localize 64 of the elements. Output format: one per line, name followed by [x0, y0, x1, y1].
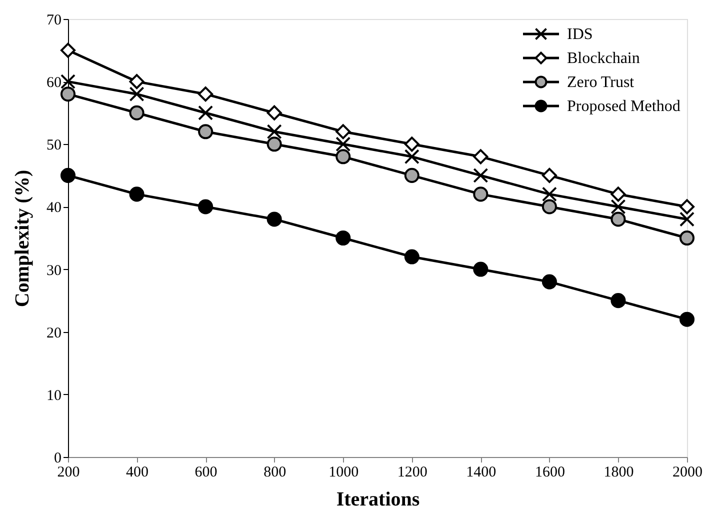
point	[473, 149, 488, 164]
x-tick-label: 2000	[672, 464, 702, 480]
x-tick-label: 200	[57, 464, 80, 480]
x-tick-label: 400	[126, 464, 149, 480]
point	[266, 124, 282, 140]
point	[60, 74, 76, 90]
point	[679, 212, 695, 227]
point	[473, 262, 488, 277]
point	[404, 249, 420, 264]
y-tick-label: 30	[46, 262, 62, 279]
x-tick-label: 1400	[466, 464, 496, 480]
x-tick-label: 1800	[604, 464, 634, 480]
point	[198, 105, 214, 120]
x-tick-label: 800	[264, 464, 286, 480]
y-tick-label: 70	[46, 12, 62, 28]
point	[610, 199, 626, 214]
point	[60, 86, 76, 102]
point	[610, 186, 626, 202]
point	[679, 230, 695, 246]
point	[404, 168, 420, 183]
point	[198, 124, 214, 140]
point	[336, 230, 351, 246]
y-tick-label: 20	[46, 325, 62, 342]
point	[266, 136, 282, 152]
point	[610, 293, 626, 308]
y-tick-label: 0	[54, 450, 62, 466]
point	[679, 312, 695, 327]
point	[404, 136, 420, 152]
point	[336, 136, 351, 152]
point	[679, 199, 695, 214]
legend-label: Proposed Method	[567, 98, 680, 115]
point	[129, 105, 144, 120]
point	[266, 212, 282, 227]
point	[542, 274, 557, 290]
point	[473, 168, 488, 183]
x-tick-label: 1000	[328, 464, 359, 480]
y-axis-title: Complexity (%)	[12, 170, 34, 308]
legend-label: Zero Trust	[567, 74, 635, 91]
y-tick-label: 10	[46, 388, 62, 404]
point	[129, 74, 144, 90]
legend-label: Blockchain	[567, 50, 640, 67]
point	[336, 124, 351, 140]
y-tick-label: 40	[46, 200, 62, 216]
point	[542, 168, 557, 183]
point	[610, 212, 626, 227]
x-tick-label: 1600	[534, 464, 565, 480]
point	[336, 149, 351, 164]
point	[60, 168, 76, 183]
point	[473, 186, 488, 202]
point	[198, 86, 214, 102]
y-tick-label: 60	[46, 75, 62, 92]
x-tick-label: 1200	[397, 464, 428, 480]
point	[60, 42, 76, 58]
point	[404, 149, 420, 164]
legend-label: IDS	[567, 26, 593, 43]
x-axis-title: Iterations	[336, 488, 420, 510]
point	[542, 199, 557, 214]
point	[266, 105, 282, 120]
y-tick-label: 50	[46, 138, 62, 154]
point	[542, 186, 557, 202]
x-tick-label: 600	[194, 464, 218, 480]
point	[129, 86, 144, 102]
point	[129, 186, 144, 202]
point	[198, 199, 214, 214]
